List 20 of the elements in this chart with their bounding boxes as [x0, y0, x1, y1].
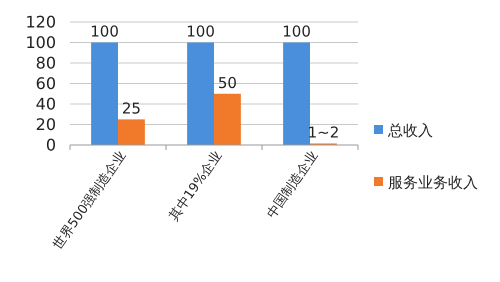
data-label: 50	[218, 74, 237, 92]
y-tick-label: 60	[36, 74, 56, 94]
bar	[187, 42, 214, 145]
y-tick-label: 100	[25, 33, 56, 52]
y-tick-label: 120	[25, 12, 56, 32]
y-tick-label: 0	[46, 136, 56, 155]
data-label: 100	[282, 22, 311, 40]
data-label: 100	[90, 22, 119, 40]
bar	[91, 42, 118, 145]
data-label: 25	[122, 99, 141, 118]
bar	[283, 42, 310, 145]
bar	[214, 94, 241, 145]
x-tick-label: 中国制造企业	[264, 148, 322, 222]
legend-label: 总收入	[387, 121, 433, 140]
legend-label: 服务业务收入	[388, 173, 478, 192]
y-tick-label: 40	[36, 94, 56, 114]
y-tick-label: 80	[36, 54, 56, 73]
y-tick-label: 20	[36, 115, 56, 134]
bar	[118, 119, 145, 145]
data-label: 100	[186, 22, 215, 40]
